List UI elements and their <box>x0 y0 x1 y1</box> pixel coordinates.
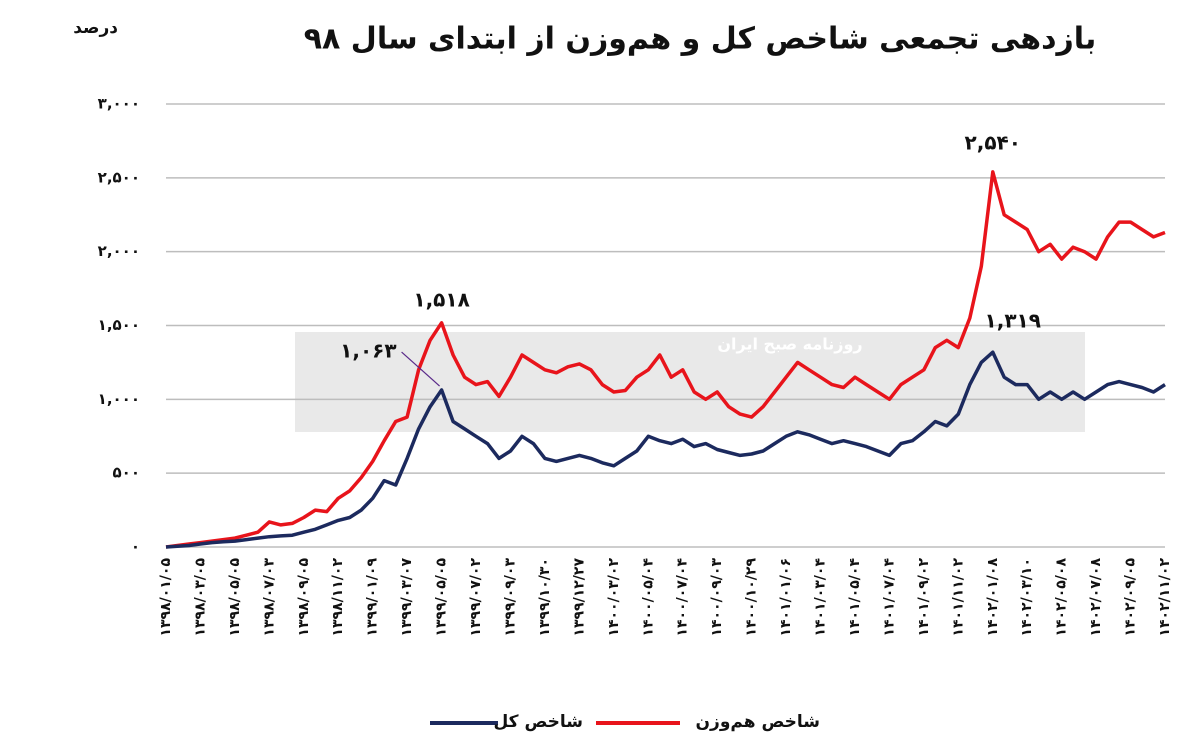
y-tick-label: ۰ <box>131 538 140 556</box>
x-tick-label: ۱۳۹۹/۰۱/۰۹ <box>365 558 381 637</box>
x-tick-label: ۱۳۹۹/۰۳/۰۷ <box>399 558 415 637</box>
x-tick-label: ۱۴۰۱/۰۵/۰۴ <box>847 558 863 637</box>
x-tick-label: ۱۳۹۹/۱۰/۳۰ <box>537 558 553 637</box>
chart-title: بازدهی تجمعی شاخص کل و هم‌وزن از ابتدای … <box>304 22 1097 57</box>
x-tick-label: ۱۴۰۰/۰۳/۰۲ <box>606 558 622 637</box>
x-tick-label: ۱۴۰۲/۰۳/۱۰ <box>1019 558 1035 637</box>
y-tick-label: ۱,۰۰۰ <box>98 390 140 408</box>
x-tick-label: ۱۴۰۰/۰۵/۰۴ <box>640 558 656 637</box>
y-tick-label: ۱,۵۰۰ <box>98 316 140 334</box>
x-tick-label: ۱۴۰۱/۱۱/۰۲ <box>950 558 966 637</box>
x-tick-label: ۱۳۹۸/۱۱/۰۲ <box>330 558 346 637</box>
y-tick-label: ۵۰۰ <box>113 464 140 482</box>
x-tick-label: ۱۳۹۹/۰۷/۰۲ <box>468 558 484 637</box>
data-label: ۱,۳۱۹ <box>985 309 1041 333</box>
x-tick-label: ۱۴۰۰/۰۷/۰۴ <box>675 558 691 637</box>
y-tick-label: ۲,۰۰۰ <box>98 242 140 260</box>
legend-label: شاخص کل <box>493 712 583 732</box>
series-line <box>165 170 1166 549</box>
x-tick-label: ۱۴۰۱/۰۱/۰۶ <box>778 558 794 637</box>
x-tick-label: ۱۳۹۹/۰۵/۰۵ <box>434 558 450 637</box>
series-line <box>165 350 1166 549</box>
x-tick-label: ۱۴۰۲/۱۱/۰۲ <box>1157 558 1173 637</box>
x-tick-label: ۱۴۰۲/۰۷/۰۸ <box>1088 558 1104 637</box>
data-label: ۱,۵۱۸ <box>413 287 469 311</box>
y-tick-label: ۲,۵۰۰ <box>98 168 140 186</box>
x-tick-label: ۱۴۰۲/۰۹/۰۵ <box>1123 558 1139 637</box>
watermark: روزنامه صبح ایران <box>717 335 862 354</box>
x-tick-label: ۱۳۹۸/۰۷/۰۳ <box>261 558 277 637</box>
data-label: ۲,۵۴۰ <box>965 130 1021 154</box>
y-axis-label: درصد <box>73 18 118 38</box>
x-tick-label: ۱۴۰۱/۰۹/۰۲ <box>916 558 932 637</box>
x-tick-label: ۱۴۰۱/۰۳/۰۴ <box>813 558 829 637</box>
x-tick-label: ۱۳۹۸/۰۳/۰۵ <box>192 558 208 637</box>
x-tick-label: ۱۴۰۲/۰۵/۰۸ <box>1054 558 1070 637</box>
x-tick-label: ۱۴۰۰/۱۰/۲۹ <box>744 558 760 637</box>
x-tick-label: ۱۳۹۸/۰۹/۰۵ <box>296 558 312 637</box>
x-tick-label: ۱۳۹۸/۰۱/۰۵ <box>158 558 174 637</box>
y-tick-label: ۳,۰۰۰ <box>98 95 140 113</box>
legend-label: شاخص هم‌وزن <box>696 712 820 732</box>
label-leader <box>401 351 440 387</box>
data-label: ۱,۰۶۳ <box>340 339 396 363</box>
x-tick-label: ۱۳۹۹/۰۹/۰۳ <box>502 558 518 637</box>
x-tick-label: ۱۴۰۱/۰۷/۰۴ <box>881 558 897 637</box>
x-tick-label: ۱۳۹۹/۱۲/۲۷ <box>571 558 587 637</box>
x-tick-label: ۱۴۰۲/۰۱/۰۸ <box>985 558 1001 637</box>
x-tick-label: ۱۴۰۰/۰۹/۰۳ <box>709 558 725 637</box>
x-tick-label: ۱۳۹۸/۰۵/۰۵ <box>227 558 243 637</box>
